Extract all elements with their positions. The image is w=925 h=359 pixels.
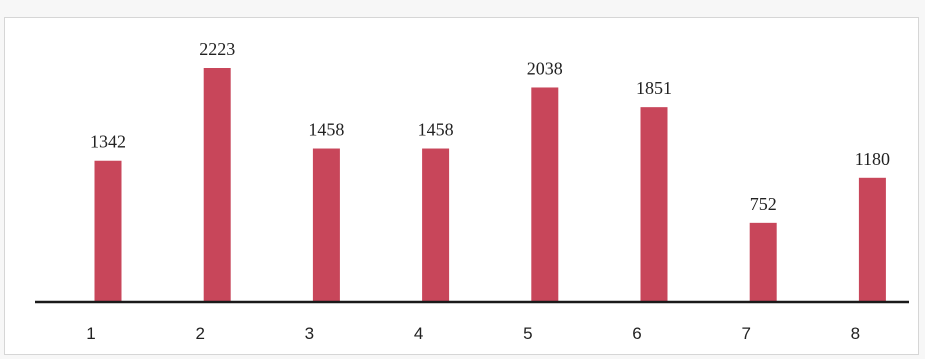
data-label-3: 1458	[308, 120, 344, 140]
bar-1	[94, 160, 122, 302]
bars-group	[94, 68, 886, 302]
data-label-2: 2223	[199, 39, 235, 59]
x-tick-label-6: 6	[632, 324, 641, 343]
data-label-7: 752	[750, 194, 777, 214]
data-label-1: 1342	[90, 132, 126, 152]
bar-6	[640, 107, 668, 302]
x-tick-label-5: 5	[523, 324, 532, 343]
data-label-6: 1851	[636, 78, 672, 98]
x-tick-label-2: 2	[195, 324, 204, 343]
data-label-5: 2038	[527, 58, 563, 78]
bar-5	[531, 87, 559, 302]
bar-3	[312, 148, 340, 302]
data-label-8: 1180	[855, 149, 890, 169]
bar-7	[749, 222, 777, 302]
x-tick-label-3: 3	[305, 324, 314, 343]
x-tick-label-1: 1	[86, 324, 95, 343]
x-tick-label-7: 7	[741, 324, 750, 343]
x-tick-labels-group: 1 2 3 4 5 6 7 8	[86, 324, 860, 343]
x-tick-label-4: 4	[414, 324, 423, 343]
x-tick-label-8: 8	[851, 324, 860, 343]
bar-2	[203, 68, 231, 302]
bar-8	[858, 177, 886, 302]
data-label-4: 1458	[418, 120, 454, 140]
bar-4	[422, 148, 450, 302]
data-labels-group: 1342 2223 1458 1458 2038 1851 752 1180	[90, 39, 890, 214]
